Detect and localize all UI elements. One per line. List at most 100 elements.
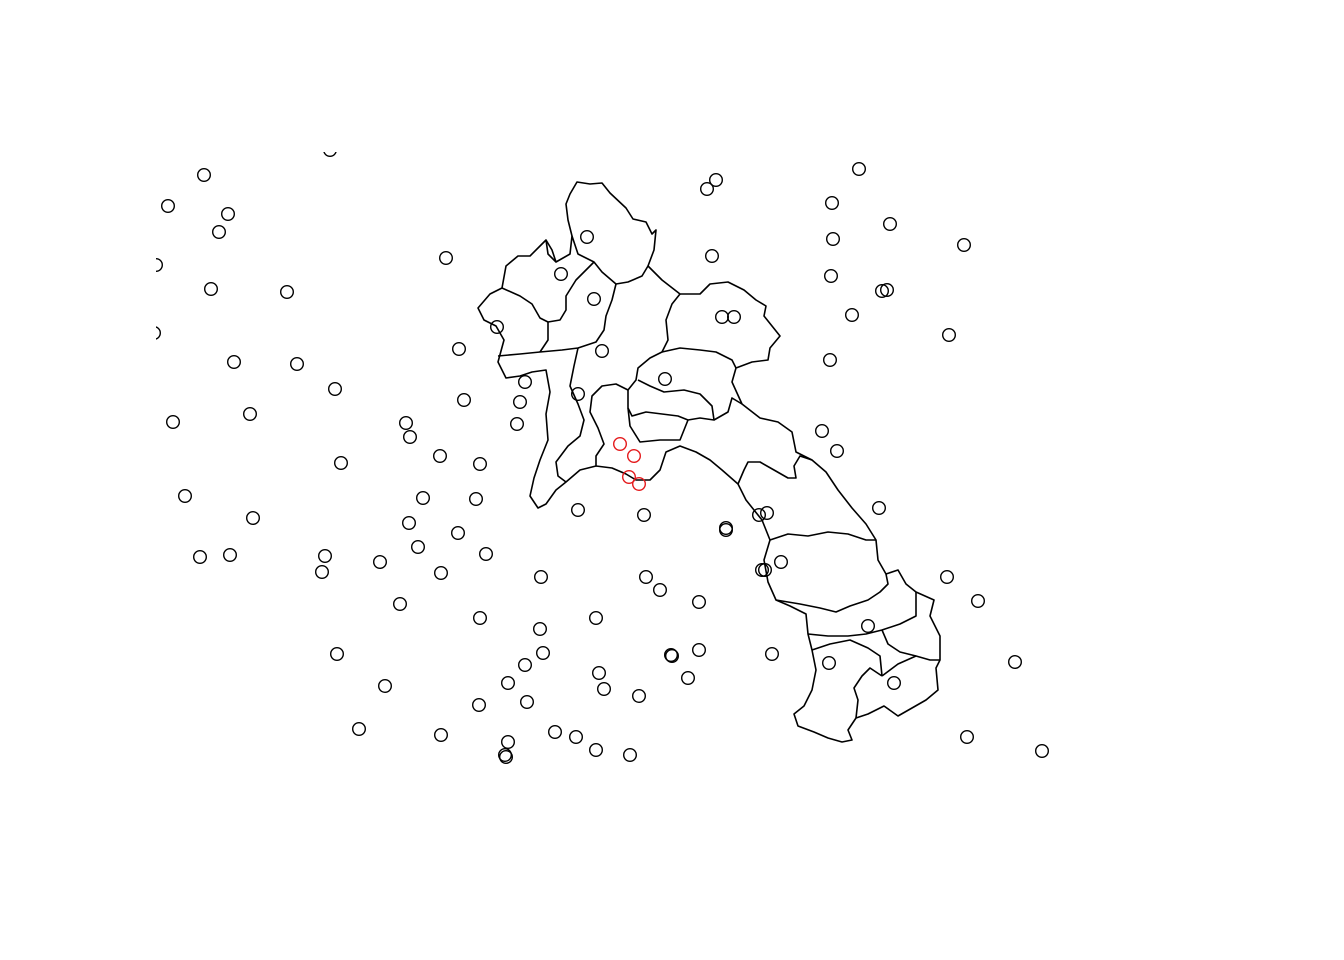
point-marker <box>692 595 707 610</box>
point-marker <box>727 310 742 325</box>
point-marker <box>393 597 408 612</box>
point-marker <box>709 172 724 187</box>
highlighted-point-marker <box>632 477 647 492</box>
point-marker <box>323 152 337 157</box>
point-marker <box>473 457 488 472</box>
point-marker <box>1008 655 1023 670</box>
point-marker <box>960 730 975 745</box>
point-marker <box>823 353 838 368</box>
point-marker <box>595 344 610 359</box>
point-marker <box>592 666 607 681</box>
point-marker <box>755 563 770 578</box>
point-marker <box>774 555 789 570</box>
point-layer <box>156 152 1049 765</box>
province-line <box>571 235 649 285</box>
point-marker <box>452 342 467 357</box>
point-marker <box>399 416 414 431</box>
point-marker <box>411 540 426 555</box>
province-line <box>769 531 876 541</box>
point-marker <box>242 407 257 422</box>
point-marker <box>883 216 898 231</box>
point-marker <box>196 167 211 182</box>
province-line <box>881 655 940 677</box>
point-marker <box>597 682 612 697</box>
point-marker <box>692 643 707 658</box>
point-marker <box>875 284 890 299</box>
point-marker <box>971 594 986 609</box>
point-marker <box>554 267 569 282</box>
point-marker <box>328 382 343 397</box>
point-marker <box>501 676 516 691</box>
point-marker <box>177 489 192 504</box>
point-marker <box>490 320 505 335</box>
point-marker <box>472 698 487 713</box>
point-marker <box>825 195 840 210</box>
point-marker <box>211 224 226 239</box>
point-marker <box>569 730 584 745</box>
point-marker <box>280 285 295 300</box>
point-marker <box>510 417 525 432</box>
point-marker <box>571 503 586 518</box>
point-marker <box>880 283 895 298</box>
province-line <box>497 283 617 357</box>
point-marker <box>378 679 393 694</box>
point-marker <box>639 570 654 585</box>
province-line <box>811 639 883 677</box>
point-marker <box>824 269 839 284</box>
point-marker <box>664 648 679 663</box>
point-marker <box>457 393 472 408</box>
point-marker <box>815 424 830 439</box>
point-marker <box>571 387 586 402</box>
highlighted-point-marker <box>622 470 637 485</box>
province-line <box>555 347 585 483</box>
point-marker <box>226 355 241 370</box>
point-marker <box>403 430 418 445</box>
point-marker <box>653 583 668 598</box>
point-marker <box>290 357 305 372</box>
point-marker <box>439 250 454 265</box>
point-marker <box>165 415 180 430</box>
province-line <box>713 397 743 421</box>
point-marker <box>315 565 330 580</box>
point-marker <box>192 550 207 565</box>
province-line <box>545 239 557 263</box>
point-marker <box>589 611 604 626</box>
point-marker <box>533 622 548 637</box>
point-marker <box>822 656 837 671</box>
point-marker <box>957 237 972 252</box>
point-marker <box>518 375 533 390</box>
point-marker <box>156 326 161 340</box>
point-marker <box>830 444 845 459</box>
point-marker <box>203 282 218 297</box>
province-line <box>853 667 883 719</box>
point-marker <box>536 646 551 661</box>
point-marker <box>473 611 488 626</box>
province-line <box>775 573 889 613</box>
point-marker <box>548 725 563 740</box>
point-marker <box>681 671 696 686</box>
point-marker <box>469 492 484 507</box>
point-marker <box>705 248 720 263</box>
point-marker <box>589 743 604 758</box>
point-marker <box>665 649 680 664</box>
province-line <box>539 322 549 353</box>
point-marker <box>334 456 349 471</box>
province-line <box>661 347 737 369</box>
point-marker <box>499 750 514 765</box>
point-marker <box>826 231 841 246</box>
point-marker <box>518 658 533 673</box>
point-marker <box>872 501 887 516</box>
point-marker <box>318 549 333 564</box>
point-marker <box>845 308 860 323</box>
point-marker <box>156 258 163 272</box>
point-marker <box>434 728 449 743</box>
point-marker <box>637 508 652 523</box>
point-marker <box>765 647 780 662</box>
point-marker <box>760 506 775 521</box>
point-marker <box>479 547 494 562</box>
point-marker <box>222 548 237 563</box>
province-line <box>881 629 917 657</box>
point-marker <box>623 748 638 763</box>
point-marker <box>715 310 730 325</box>
